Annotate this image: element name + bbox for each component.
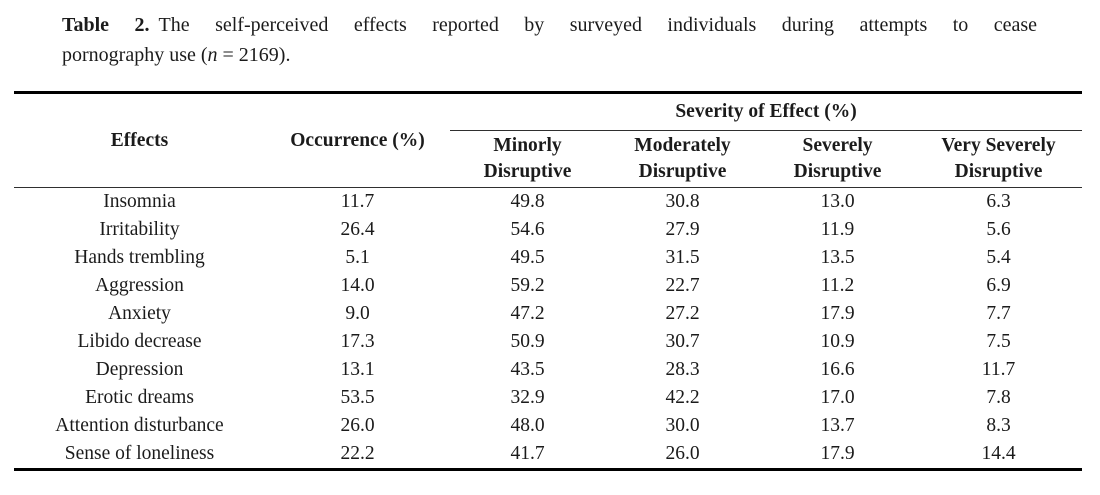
- very-severely-cell: 7.5: [986, 331, 1011, 352]
- occurrence-cell: 13.1: [340, 359, 375, 380]
- moderately-cell: 31.5: [665, 247, 700, 268]
- header-sub-row: Minorly Disruptive Moderately Disruptive S…: [14, 130, 1082, 188]
- col-header-severely: Severely Disruptive: [760, 130, 915, 188]
- occurrence-cell: 26.4: [340, 219, 375, 240]
- table-row: Sense of loneliness 22.2 41.7 26.0 17.9 …: [14, 440, 1082, 470]
- severely-cell: 17.9: [820, 443, 855, 464]
- very-severely-cell: 8.3: [986, 415, 1011, 436]
- minorly-cell: 59.2: [510, 275, 545, 296]
- moderately-cell: 26.0: [665, 443, 700, 464]
- table-row: Irritability 26.4 54.6 27.9 11.9 5.6: [14, 216, 1082, 244]
- col-header-minorly: Minorly Disruptive: [450, 130, 605, 188]
- very-severely-cell: 6.9: [986, 275, 1011, 296]
- effect-cell: Attention disturbance: [55, 415, 224, 436]
- very-severely-cell: 5.4: [986, 247, 1011, 268]
- severely-cell: 16.6: [820, 359, 855, 380]
- col-header-moderately: Moderately Disruptive: [605, 130, 760, 188]
- table-number-label: Table 2.: [62, 14, 150, 36]
- minorly-cell: 50.9: [510, 331, 545, 352]
- very-severely-cell: 7.7: [986, 303, 1011, 324]
- moderately-cell: 27.2: [665, 303, 700, 324]
- effect-cell: Anxiety: [108, 303, 171, 324]
- minorly-cell: 43.5: [510, 359, 545, 380]
- table-row: Attention disturbance 26.0 48.0 30.0 13.…: [14, 412, 1082, 440]
- occurrence-cell: 9.0: [345, 303, 370, 324]
- minorly-cell: 47.2: [510, 303, 545, 324]
- minorly-cell: 49.8: [510, 191, 545, 212]
- table-row: Depression 13.1 43.5 28.3 16.6 11.7: [14, 356, 1082, 384]
- n-variable: n: [207, 44, 218, 66]
- caption-text: The self-perceived effects reported by s…: [158, 14, 1038, 36]
- table-row: Insomnia 11.7 49.8 30.8 13.0 6.3: [14, 188, 1082, 217]
- table-row: Hands trembling 5.1 49.5 31.5 13.5 5.4: [14, 244, 1082, 272]
- occurrence-cell: 5.1: [345, 247, 370, 268]
- severely-cell: 10.9: [820, 331, 855, 352]
- effect-cell: Hands trembling: [74, 247, 205, 268]
- effect-cell: Libido decrease: [77, 331, 202, 352]
- minorly-cell: 41.7: [510, 443, 545, 464]
- very-severely-cell: 6.3: [986, 191, 1011, 212]
- moderately-cell: 42.2: [665, 387, 700, 408]
- minorly-cell: 49.5: [510, 247, 545, 268]
- very-severely-cell: 7.8: [986, 387, 1011, 408]
- severely-cell: 11.2: [820, 275, 855, 296]
- occurrence-cell: 14.0: [340, 275, 375, 296]
- table-row: Libido decrease 17.3 50.9 30.7 10.9 7.5: [14, 328, 1082, 356]
- table-row: Anxiety 9.0 47.2 27.2 17.9 7.7: [14, 300, 1082, 328]
- table-row: Erotic dreams 53.5 32.9 42.2 17.0 7.8: [14, 384, 1082, 412]
- severity-group-header: Severity of Effect (%): [450, 92, 1082, 131]
- very-severely-cell: 14.4: [981, 443, 1016, 464]
- very-severely-cell: 5.6: [986, 219, 1011, 240]
- minorly-cell: 54.6: [510, 219, 545, 240]
- moderately-cell: 22.7: [665, 275, 700, 296]
- occurrence-cell: 22.2: [340, 443, 375, 464]
- occurrence-cell: 53.5: [340, 387, 375, 408]
- severely-cell: 13.0: [820, 191, 855, 212]
- effect-cell: Depression: [95, 359, 184, 380]
- severely-cell: 13.5: [820, 247, 855, 268]
- effects-table: Effects Occurrence (%) Severity of Effec…: [14, 91, 1082, 471]
- table-caption: Table 2. The self-perceived effects repor…: [62, 10, 1037, 70]
- severely-cell: 11.9: [820, 219, 855, 240]
- effect-cell: Sense of loneliness: [64, 443, 215, 464]
- moderately-cell: 27.9: [665, 219, 700, 240]
- col-header-effects: Effects: [14, 92, 265, 188]
- effect-cell: Erotic dreams: [85, 387, 194, 408]
- effect-cell: Aggression: [95, 275, 184, 296]
- moderately-cell: 30.7: [665, 331, 700, 352]
- minorly-cell: 32.9: [510, 387, 545, 408]
- severely-cell: 17.0: [820, 387, 855, 408]
- effect-cell: Insomnia: [103, 191, 176, 212]
- col-header-occurrence: Occurrence (%): [265, 92, 450, 188]
- moderately-cell: 30.0: [665, 415, 700, 436]
- table-row: Aggression 14.0 59.2 22.7 11.2 6.9: [14, 272, 1082, 300]
- header-group-row: Effects Occurrence (%) Severity of Effec…: [14, 92, 1082, 188]
- moderately-cell: 28.3: [665, 359, 700, 380]
- caption-line-2: pornography use (n = 2169).: [62, 44, 291, 66]
- moderately-cell: 30.8: [665, 191, 700, 212]
- occurrence-cell: 11.7: [340, 191, 375, 212]
- severely-cell: 17.9: [820, 303, 855, 324]
- very-severely-cell: 11.7: [981, 359, 1016, 380]
- effect-cell: Irritability: [99, 219, 180, 240]
- minorly-cell: 48.0: [510, 415, 545, 436]
- occurrence-cell: 26.0: [340, 415, 375, 436]
- severely-cell: 13.7: [820, 415, 855, 436]
- col-header-very-severely: Very Severely Disruptive: [915, 130, 1082, 188]
- caption-line-1: Table 2. The self-perceived effects repor…: [62, 10, 1037, 40]
- occurrence-cell: 17.3: [340, 331, 375, 352]
